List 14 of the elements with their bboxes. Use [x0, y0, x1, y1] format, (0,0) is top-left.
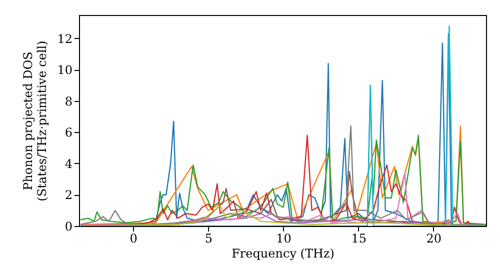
- y-axis-title: Phonon projected DOS (States/THz·primitive cell): [21, 40, 50, 202]
- x-axis-title: Frequency (THz): [232, 246, 334, 260]
- y-tick-label: 2: [64, 188, 72, 202]
- x-tick-label: 15: [351, 232, 366, 246]
- y-tick-label: 10: [57, 63, 72, 78]
- x-tick-label: 5: [204, 232, 212, 246]
- x-tick-label: 10: [276, 232, 292, 246]
- y-tick-label: 0: [64, 220, 72, 234]
- y-tick-label: 8: [64, 94, 72, 108]
- x-tick-label: 0: [130, 232, 138, 246]
- y-tick-label: 4: [64, 156, 73, 171]
- y-tick-label: 12: [57, 32, 72, 46]
- y-tick-label: 6: [64, 126, 72, 140]
- x-tick-label: 20: [426, 232, 442, 246]
